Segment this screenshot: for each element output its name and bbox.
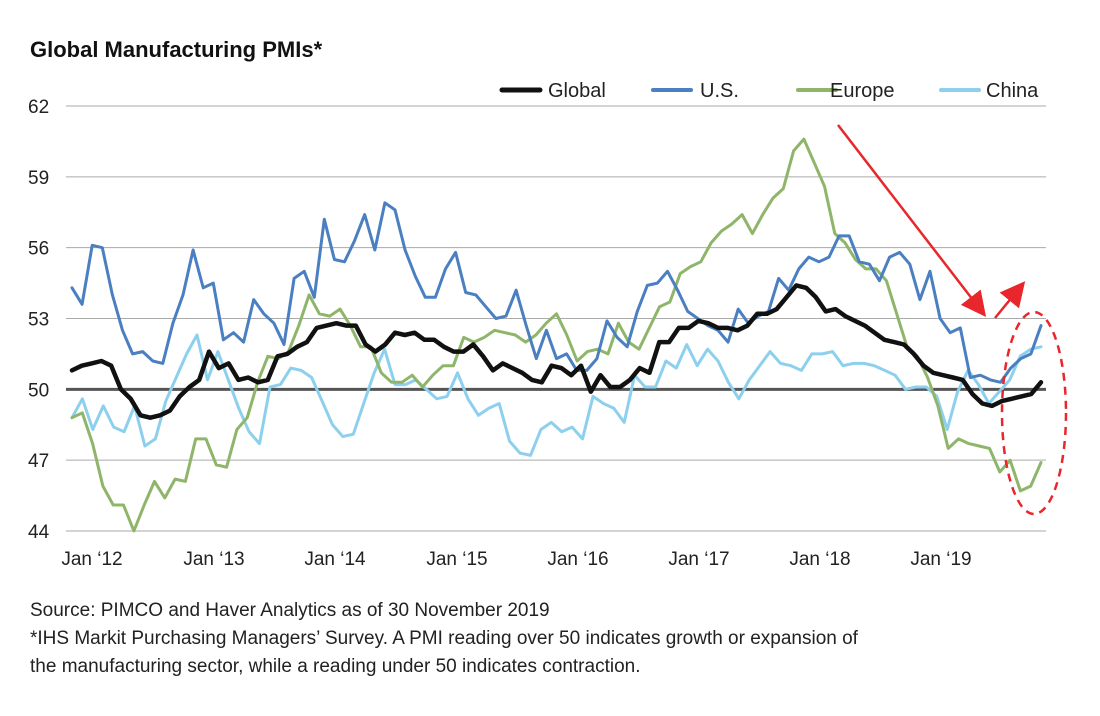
legend-label: U.S. [700, 80, 739, 102]
chart-title: Global Manufacturing PMIs* [30, 37, 323, 62]
up-arrow [994, 281, 1026, 319]
legend: Global U.S. Europe China [499, 80, 1039, 102]
y-tick-label: 47 [28, 451, 49, 472]
series-lines [69, 137, 1044, 533]
x-tick-label: Jan ‘13 [183, 549, 244, 570]
x-tick-label: Jan ‘19 [910, 549, 971, 570]
y-tick-label: 59 [28, 168, 49, 189]
y-tick-label: 56 [28, 239, 49, 260]
footnote-line-2: the manufacturing sector, while a readin… [30, 656, 640, 677]
x-tick-label: Jan ‘14 [304, 549, 366, 570]
legend-label: China [986, 80, 1039, 102]
y-tick-label: 62 [28, 97, 49, 118]
series-line-us [70, 201, 1043, 384]
legend-label: Global [548, 80, 606, 102]
down-arrow [837, 124, 987, 317]
y-axis-ticks: 44 47 50 53 56 59 62 [28, 97, 50, 543]
series-line-china [70, 333, 1043, 457]
x-tick-label: Jan ‘17 [668, 549, 729, 570]
y-tick-label: 50 [28, 380, 49, 401]
source-note: Source: PIMCO and Haver Analytics as of … [30, 600, 550, 621]
annotations [837, 124, 1068, 516]
series-line-europe [70, 137, 1043, 533]
x-tick-label: Jan ‘15 [426, 549, 487, 570]
series-line-global [69, 283, 1044, 420]
y-tick-label: 44 [28, 522, 50, 543]
highlight-ellipse [1000, 310, 1068, 516]
footnote-line-1: *IHS Markit Purchasing Managers’ Survey.… [30, 628, 859, 649]
x-axis-ticks: Jan ‘12 Jan ‘13 Jan ‘14 Jan ‘15 Jan ‘16 Jan ‘… [61, 549, 971, 570]
x-tick-label: Jan ‘18 [789, 549, 850, 570]
y-tick-label: 53 [28, 310, 49, 331]
legend-label: Europe [830, 80, 895, 102]
x-tick-label: Jan ‘16 [547, 549, 608, 570]
x-tick-label: Jan ‘12 [61, 549, 122, 570]
